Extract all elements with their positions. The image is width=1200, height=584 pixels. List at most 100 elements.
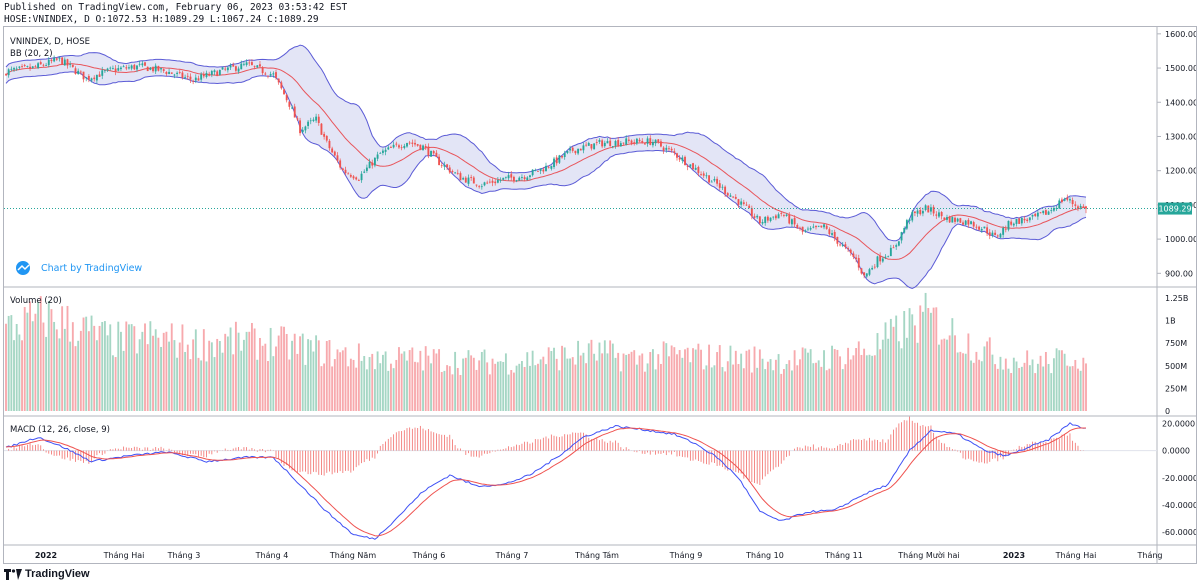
candle bbox=[496, 176, 499, 184]
time-tick-label: Tháng 6 bbox=[412, 551, 446, 560]
candle bbox=[772, 216, 775, 220]
volume-bar bbox=[184, 351, 187, 411]
volume-bar bbox=[857, 341, 860, 411]
candle bbox=[117, 64, 120, 72]
candle bbox=[253, 65, 256, 70]
volume-bar bbox=[646, 363, 649, 411]
volume-bar bbox=[224, 333, 227, 411]
volume-bar bbox=[146, 344, 149, 411]
candle bbox=[857, 254, 860, 271]
volume-bar bbox=[381, 354, 384, 411]
volume-bar bbox=[526, 352, 529, 411]
candle bbox=[160, 67, 162, 73]
candle bbox=[341, 167, 344, 171]
candle bbox=[438, 154, 441, 166]
volume-bar bbox=[162, 332, 165, 411]
volume-bar bbox=[801, 347, 804, 411]
volume-bar bbox=[328, 340, 331, 411]
volume-bar bbox=[799, 359, 801, 411]
bb-legend: BB (20, 2) bbox=[10, 49, 53, 59]
candle bbox=[178, 69, 181, 75]
candle bbox=[553, 156, 555, 170]
candle bbox=[718, 179, 721, 191]
candle bbox=[422, 144, 424, 151]
candle bbox=[911, 209, 914, 223]
candle bbox=[130, 64, 133, 71]
volume-bar bbox=[593, 353, 596, 411]
volume-bar bbox=[964, 353, 967, 411]
volume-bar bbox=[622, 353, 625, 411]
volume-bar bbox=[1036, 363, 1039, 411]
candle bbox=[325, 135, 328, 143]
candle bbox=[932, 204, 935, 217]
volume-bar bbox=[780, 373, 783, 411]
candle bbox=[357, 178, 360, 182]
volume-bar bbox=[740, 353, 743, 411]
time-tick-label: Tháng 11 bbox=[824, 551, 863, 560]
candle bbox=[120, 65, 122, 71]
volume-bar bbox=[408, 350, 411, 411]
candle bbox=[1044, 209, 1047, 215]
candle bbox=[475, 184, 478, 188]
candle bbox=[566, 150, 569, 155]
volume-bar bbox=[884, 322, 887, 411]
volume-bar bbox=[684, 349, 686, 411]
candle bbox=[863, 272, 866, 279]
candle bbox=[165, 71, 168, 77]
volume-bar bbox=[1050, 373, 1053, 411]
candle bbox=[58, 56, 61, 62]
volume-bar bbox=[855, 348, 858, 411]
tradingview-watermark[interactable]: Chart by TradingView bbox=[16, 261, 142, 275]
candle bbox=[782, 213, 785, 218]
volume-bar bbox=[563, 347, 566, 411]
volume-bar bbox=[5, 323, 7, 411]
volume-bar bbox=[218, 341, 221, 411]
candle bbox=[376, 151, 379, 162]
candle bbox=[186, 73, 189, 80]
candle bbox=[750, 205, 753, 220]
time-tick-label: Tháng 10 bbox=[745, 551, 784, 560]
candle bbox=[53, 55, 56, 63]
volume-bar bbox=[349, 358, 352, 411]
volume-bar bbox=[237, 332, 240, 411]
candle bbox=[478, 185, 481, 189]
volume-bar bbox=[788, 360, 791, 411]
candle bbox=[956, 217, 959, 223]
candle bbox=[162, 68, 165, 73]
candle bbox=[855, 254, 858, 263]
volume-bar bbox=[432, 349, 435, 411]
volume-bar bbox=[665, 343, 668, 411]
volume-bar bbox=[53, 321, 56, 411]
candle bbox=[37, 62, 40, 70]
candle bbox=[876, 255, 879, 269]
volume-bar bbox=[357, 343, 360, 411]
candle bbox=[643, 142, 646, 145]
volume-bar bbox=[967, 333, 970, 411]
macd-legend: MACD (12, 26, close, 9) bbox=[10, 425, 110, 435]
chart-frame[interactable]: 1600.001500.001400.001300.001200.001100.… bbox=[3, 26, 1198, 564]
candle bbox=[307, 120, 310, 129]
candle bbox=[833, 229, 836, 242]
candle bbox=[189, 73, 192, 83]
candle bbox=[419, 144, 422, 151]
volume-bar bbox=[98, 325, 101, 411]
volume-bar bbox=[226, 336, 229, 411]
volume-bar bbox=[913, 325, 916, 411]
candle bbox=[697, 165, 700, 177]
candle bbox=[459, 171, 462, 181]
volume-bar bbox=[823, 350, 825, 411]
volume-bar bbox=[574, 364, 577, 411]
volume-bar bbox=[414, 361, 416, 411]
price-tick-label: 900.00 bbox=[1165, 269, 1193, 278]
volume-bar bbox=[232, 354, 235, 411]
candle bbox=[740, 198, 743, 209]
candle bbox=[136, 65, 138, 73]
footer-brand[interactable]: TradingView bbox=[4, 566, 90, 582]
chart-canvas[interactable]: 1600.001500.001400.001300.001200.001100.… bbox=[4, 27, 1198, 563]
volume-bar bbox=[472, 357, 475, 411]
volume-bar bbox=[954, 335, 956, 411]
candle bbox=[226, 66, 229, 73]
candle bbox=[210, 69, 213, 78]
candle bbox=[905, 218, 908, 231]
candle bbox=[390, 145, 392, 149]
